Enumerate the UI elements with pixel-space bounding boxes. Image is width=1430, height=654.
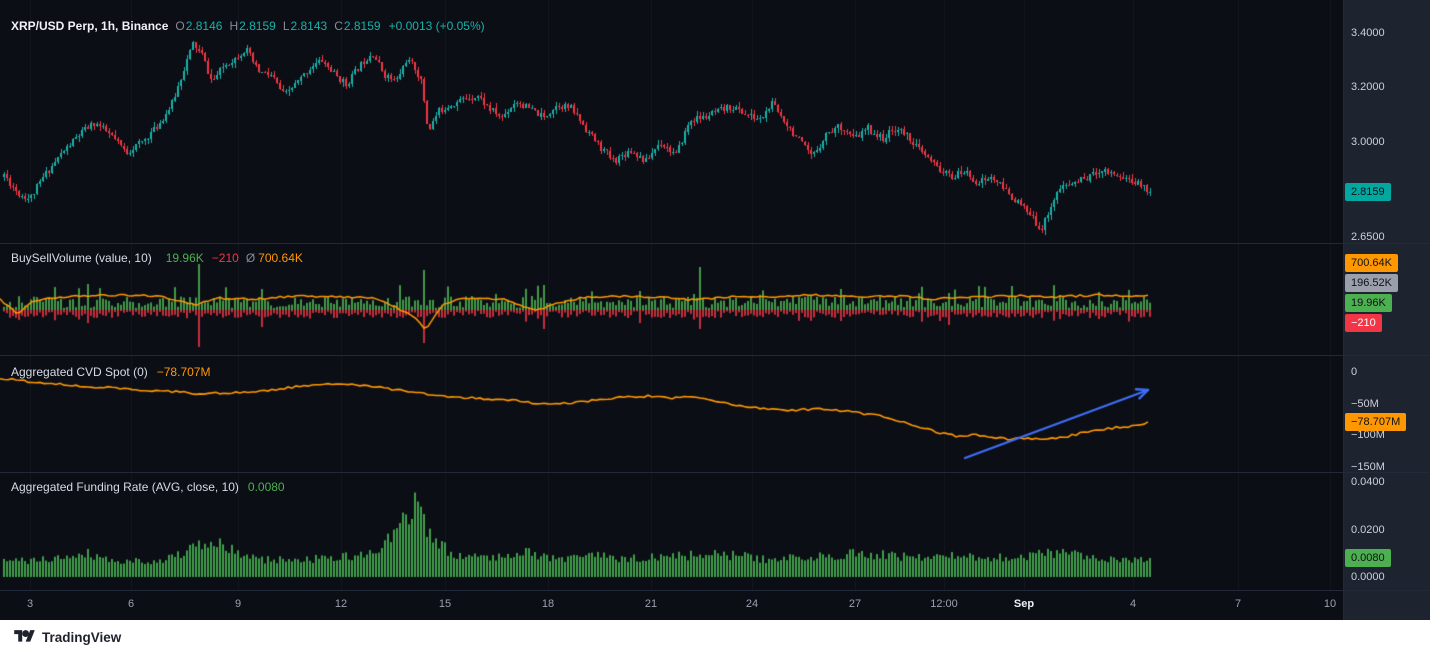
volume-pane: BuySellVolume (value, 10) 19.96K −210 Ø 700.… [0, 243, 1343, 355]
funding-pane: Aggregated Funding Rate (AVG, close, 10)… [0, 472, 1343, 590]
price-scale[interactable]: 3.4000 3.2000 3.0000 2.6500 2.8159 700.64K 196… [1344, 0, 1430, 620]
time-scale[interactable]: 3 6 9 12 15 18 21 24 27 12:00 Sep 4 7 10 [0, 590, 1343, 620]
price-scale-tick: 2.6500 [1351, 231, 1385, 243]
pane-divider [0, 243, 1430, 244]
price-scale-tick: −50M [1351, 397, 1379, 410]
sell-volume-value: −210 [211, 251, 239, 265]
price-scale-tick: 3.2000 [1351, 81, 1385, 94]
time-label: 10 [1323, 598, 1337, 610]
buy-volume-value: 19.96K [165, 251, 204, 265]
symbol-title[interactable]: XRP/USD Perp, 1h, Binance [11, 19, 169, 33]
volume-chart-canvas[interactable] [0, 243, 1343, 355]
volume-indicator-title[interactable]: BuySellVolume (value, 10) [11, 251, 152, 265]
time-label: Sep [1013, 598, 1035, 610]
price-scale-badge: 196.52K [1345, 274, 1398, 292]
volume-pane-legend: BuySellVolume (value, 10) 19.96K −210 Ø 700.… [11, 251, 303, 265]
cvd-chart-canvas[interactable] [0, 355, 1343, 472]
price-chart-canvas[interactable] [0, 0, 1343, 243]
time-label: 6 [127, 598, 135, 610]
pane-divider [0, 590, 1430, 591]
time-label: 21 [644, 598, 658, 610]
price-scale-tick: 0.0400 [1351, 476, 1385, 488]
price-scale-badge: 700.64K [1345, 254, 1398, 272]
time-label: 24 [745, 598, 759, 610]
price-scale-badge: −210 [1345, 314, 1382, 332]
time-label: 3 [26, 598, 34, 610]
ohlc-open-value: 2.8146 [185, 19, 223, 33]
ohlc-close-value: 2.8159 [343, 19, 381, 33]
tradingview-logo-icon [14, 630, 35, 642]
price-scale-tick: −150M [1351, 461, 1385, 473]
tradingview-logo[interactable]: TradingView [14, 629, 121, 645]
cvd-pane-legend: Aggregated CVD Spot (0) −78.707M [11, 365, 210, 379]
funding-pane-legend: Aggregated Funding Rate (AVG, close, 10)… [11, 480, 285, 494]
cvd-value: −78.707M [156, 365, 211, 379]
footer-bar: TradingView [0, 620, 1430, 654]
price-scale-badge: 2.8159 [1345, 182, 1391, 201]
price-scale-tick: 3.4000 [1351, 27, 1385, 39]
price-scale-tick: −100M [1351, 429, 1385, 442]
chart-area: XRP/USD Perp, 1h, Binance O2.8146 H2.8159 L… [0, 0, 1343, 620]
price-pane-legend: XRP/USD Perp, 1h, Binance O2.8146 H2.8159 L… [11, 19, 485, 33]
price-scale-tick: 0.0000 [1351, 571, 1385, 583]
ohlc-high-key: H [229, 19, 239, 33]
price-change: +0.0013 (+0.05%) [388, 19, 485, 33]
pane-divider [0, 355, 1430, 356]
ohlc-high-value: 2.8159 [239, 19, 276, 33]
time-label: 15 [438, 598, 452, 610]
time-label: 9 [234, 598, 242, 610]
price-scale-badge: 0.0080 [1345, 549, 1391, 567]
price-scale-badge: 19.96K [1345, 294, 1392, 312]
price-pane: XRP/USD Perp, 1h, Binance O2.8146 H2.8159 L… [0, 0, 1343, 243]
ohlc-open-key: O [175, 19, 185, 33]
price-scale-tick: 3.0000 [1351, 135, 1385, 148]
price-scale-badge: −78.707M [1345, 412, 1407, 431]
cvd-pane: Aggregated CVD Spot (0) −78.707M [0, 355, 1343, 472]
pane-divider [0, 472, 1430, 473]
cvd-indicator-title[interactable]: Aggregated CVD Spot (0) [11, 365, 148, 379]
funding-indicator-title[interactable]: Aggregated Funding Rate (AVG, close, 10) [11, 480, 239, 494]
time-label: 12 [334, 598, 348, 610]
tradingview-wordmark: TradingView [42, 629, 122, 645]
time-label: 18 [541, 598, 555, 610]
time-label: 12:00 [930, 598, 958, 610]
time-label: 27 [848, 598, 862, 610]
avg-volume-value: 700.64K [258, 251, 303, 265]
price-scale-tick: 0 [1351, 366, 1358, 378]
funding-chart-canvas[interactable] [0, 472, 1343, 590]
ohlc-low-key: L [282, 19, 290, 33]
time-label: 4 [1129, 598, 1137, 610]
price-scale-tick: 0.0200 [1351, 523, 1385, 536]
avg-volume-prefix: Ø [245, 251, 256, 265]
scale-divider [1343, 0, 1344, 620]
funding-value: 0.0080 [247, 480, 285, 494]
ohlc-close-key: C [334, 19, 343, 33]
time-label: 7 [1234, 598, 1242, 610]
ohlc-low-value: 2.8143 [290, 19, 328, 33]
